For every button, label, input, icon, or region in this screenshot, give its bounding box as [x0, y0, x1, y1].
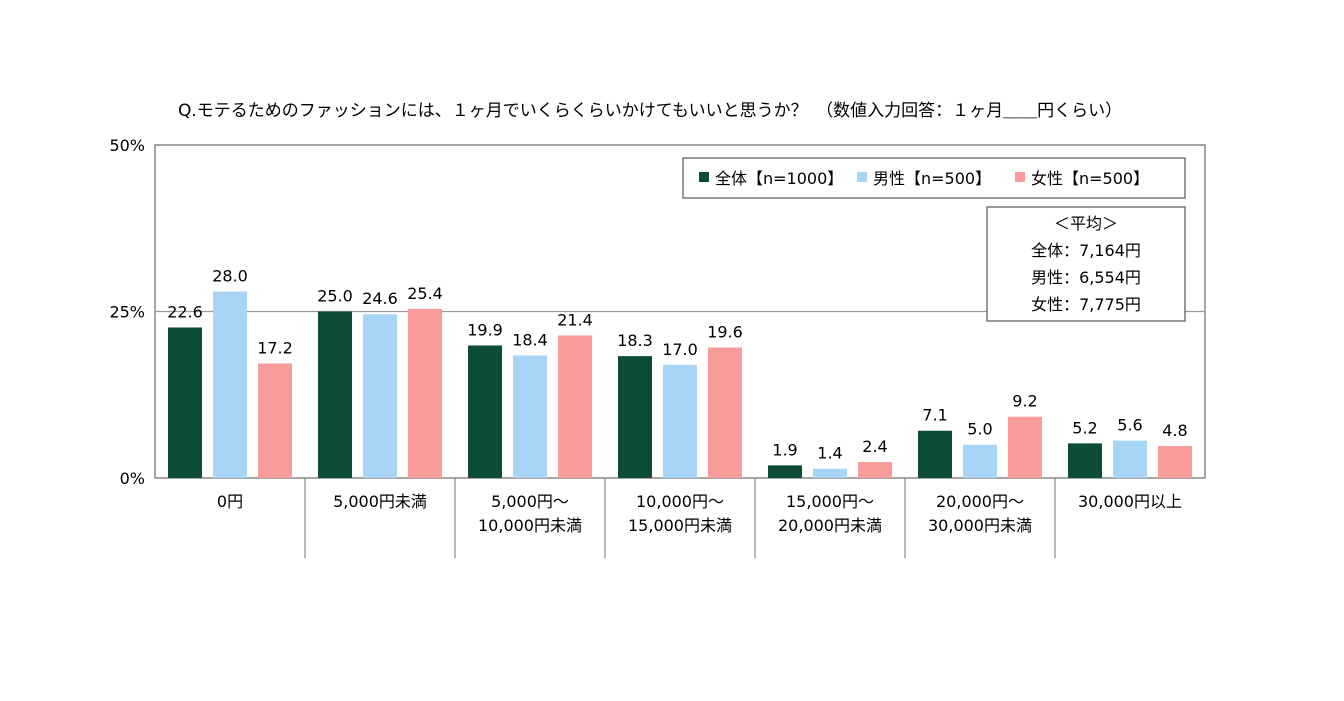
y-tick-label: 25% — [109, 303, 145, 322]
data-label: 25.0 — [317, 287, 353, 306]
average-line: 男性：6,554円 — [1031, 268, 1141, 287]
data-label: 28.0 — [212, 267, 248, 286]
data-label: 9.2 — [1012, 392, 1037, 411]
data-label: 5.6 — [1117, 416, 1142, 435]
data-label: 22.6 — [167, 302, 203, 321]
bar — [513, 355, 547, 478]
data-label: 5.0 — [967, 420, 992, 439]
x-tick-label: 30,000円未満 — [928, 516, 1032, 535]
chart-title: Q.モテるためのファッションには、１ヶ月でいくらくらいかけてもいいと思うか？ （… — [178, 101, 1122, 121]
x-tick-label: 0円 — [217, 492, 243, 511]
data-label: 7.1 — [922, 406, 947, 425]
legend-label: 全体【n=1000】 — [715, 169, 843, 188]
data-label: 18.3 — [617, 331, 653, 350]
x-tick-label: 10,000円～ — [636, 492, 724, 511]
data-label: 18.4 — [512, 330, 548, 349]
average-box — [986, 206, 1186, 322]
bar — [408, 308, 442, 478]
legend-label: 男性【n=500】 — [873, 169, 991, 188]
x-axis: 0円 5,000円未満 5,000円～ 10,000円未満 10,000円～ 15,000… — [217, 478, 1182, 558]
bar — [168, 327, 202, 478]
bar — [258, 363, 292, 478]
x-tick-label: 20,000円未満 — [778, 516, 882, 535]
bar — [618, 356, 652, 478]
bar — [858, 462, 892, 478]
y-tick-label: 50% — [109, 136, 145, 155]
data-label: 24.6 — [362, 289, 398, 308]
bar — [1008, 416, 1042, 478]
data-label: 19.9 — [467, 320, 503, 339]
bar — [1068, 443, 1102, 478]
bar — [318, 311, 352, 478]
x-tick-label: 30,000円以上 — [1078, 492, 1182, 511]
data-label: 17.2 — [257, 338, 293, 357]
data-label: 1.4 — [817, 444, 842, 463]
legend-box — [682, 157, 1186, 199]
data-label: 1.9 — [772, 440, 797, 459]
legend-swatch — [1015, 172, 1025, 182]
bar — [768, 465, 802, 478]
x-tick-label: 15,000円～ — [786, 492, 874, 511]
bar — [468, 345, 502, 478]
x-tick-label: 10,000円未満 — [478, 516, 582, 535]
bars — [168, 291, 1192, 478]
data-label: 21.4 — [557, 310, 593, 329]
bar — [213, 291, 247, 478]
data-label: 2.4 — [862, 437, 887, 456]
average-line: 女性：7,775円 — [1031, 295, 1141, 314]
y-axis: 0% 25% 50% — [109, 136, 145, 488]
x-tick-label: 5,000円未満 — [333, 492, 427, 511]
legend-swatch — [857, 172, 867, 182]
data-label: 4.8 — [1162, 421, 1187, 440]
data-label: 5.2 — [1072, 418, 1097, 437]
bar — [708, 347, 742, 478]
average-title: ＜平均＞ — [1054, 214, 1118, 233]
bar — [918, 430, 952, 478]
bar — [663, 364, 697, 478]
bar — [363, 314, 397, 478]
data-labels: 22.6 25.0 19.9 18.3 1.9 7.1 5.2 28.0 24.6 18.4 17.… — [167, 267, 1188, 463]
data-label: 19.6 — [707, 322, 743, 341]
x-tick-label: 5,000円～ — [491, 492, 569, 511]
y-tick-label: 0% — [120, 469, 145, 488]
bar — [813, 468, 847, 478]
average-line: 全体：7,164円 — [1031, 241, 1141, 260]
bar — [558, 335, 592, 478]
data-label: 25.4 — [407, 284, 443, 303]
bar — [1158, 446, 1192, 478]
x-tick-label: 20,000円～ — [936, 492, 1024, 511]
data-label: 17.0 — [662, 340, 698, 359]
bar — [1113, 440, 1147, 478]
legend: 全体【n=1000】 男性【n=500】 女性【n=500】 — [682, 157, 1186, 199]
bar — [963, 444, 997, 478]
x-tick-label: 15,000円未満 — [628, 516, 732, 535]
legend-swatch — [699, 172, 709, 182]
legend-label: 女性【n=500】 — [1031, 169, 1149, 188]
